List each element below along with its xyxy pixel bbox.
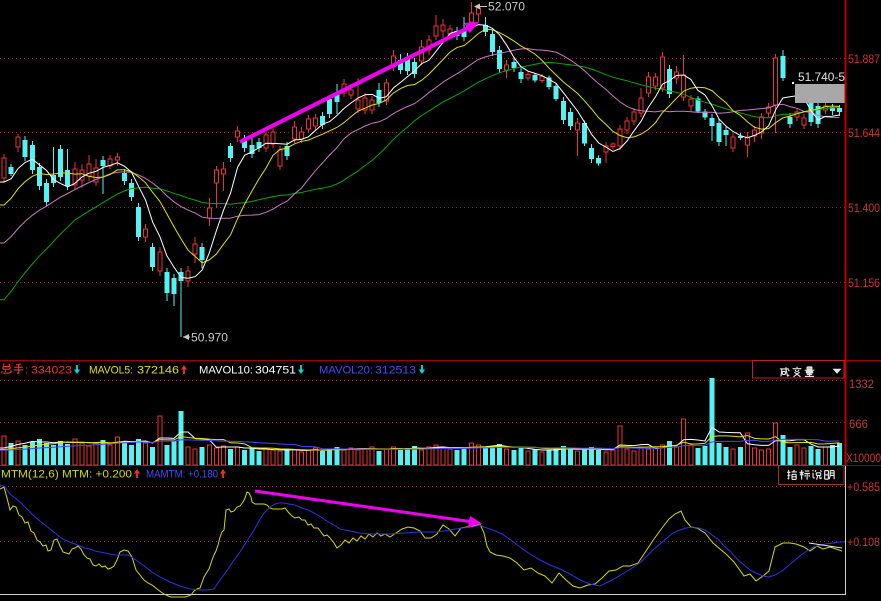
svg-text:334023: 334023 <box>31 365 72 377</box>
svg-text:50.970: 50.970 <box>191 331 228 345</box>
svg-text:51.644: 51.644 <box>848 126 880 140</box>
svg-text:+0.108: +0.108 <box>847 535 880 549</box>
svg-text:372146: 372146 <box>137 365 179 377</box>
svg-text:MAMTM: +0.180: MAMTM: +0.180 <box>146 469 218 481</box>
svg-text:51.887: 51.887 <box>848 52 880 66</box>
svg-text:304751: 304751 <box>255 365 296 377</box>
svg-text:MAVOL5:: MAVOL5: <box>89 365 133 377</box>
svg-text:51.400: 51.400 <box>848 201 880 215</box>
svg-text:+0.585: +0.585 <box>847 480 880 494</box>
svg-text:51.740-5: 51.740-5 <box>798 70 845 84</box>
svg-text:51.156: 51.156 <box>848 276 880 290</box>
svg-text:666: 666 <box>849 417 868 431</box>
svg-text:312513: 312513 <box>375 365 416 377</box>
svg-text:MAVOL20:: MAVOL20: <box>319 365 373 377</box>
svg-text:MTM(12,6) MTM: +0.200: MTM(12,6) MTM: +0.200 <box>1 469 132 481</box>
svg-text::: : <box>25 365 28 377</box>
svg-text:X10000: X10000 <box>846 451 881 465</box>
svg-text:MAVOL10:: MAVOL10: <box>199 365 253 377</box>
svg-text:52.070: 52.070 <box>488 0 525 14</box>
svg-text:1332: 1332 <box>849 377 874 391</box>
